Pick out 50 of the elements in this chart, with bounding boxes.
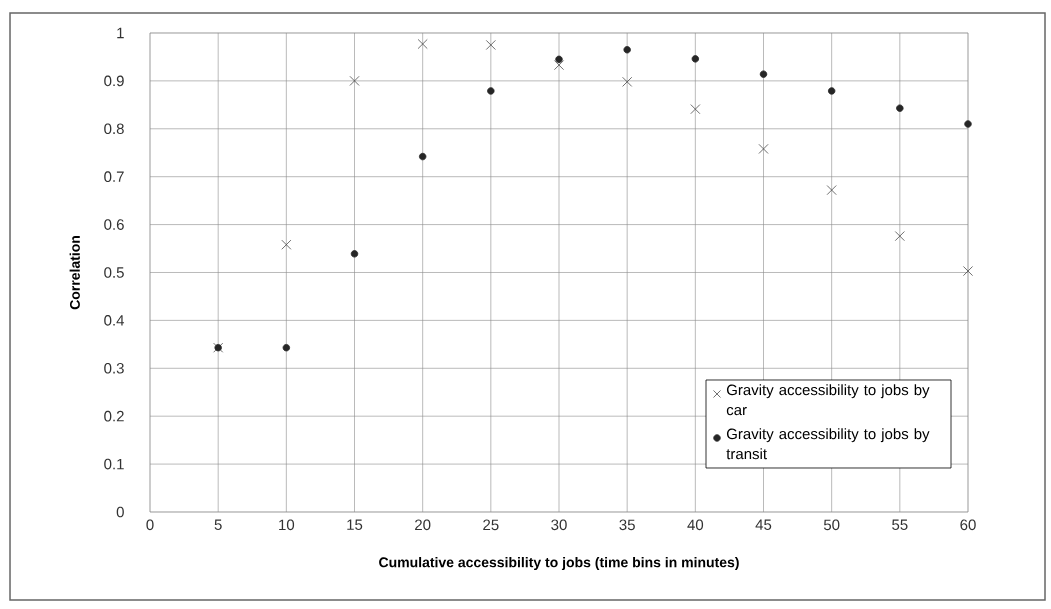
point	[963, 266, 973, 277]
x-tick-label: 50	[823, 519, 840, 531]
y-tick-label: 0.5	[104, 267, 124, 278]
point	[487, 87, 495, 95]
x-tick-label: 25	[483, 519, 499, 531]
x-tick-label: 45	[755, 519, 772, 530]
point	[349, 75, 360, 86]
legend-label: Gravity accessibility to jobs by transit	[726, 428, 930, 460]
x-tick-label: 15	[347, 519, 363, 530]
point	[417, 39, 428, 49]
y-tick-label: 1	[117, 27, 124, 39]
y-tick-label: 0.1	[104, 458, 124, 470]
point	[826, 185, 837, 196]
x-axis-title: Cumulative accessibility to jobs (time bins in minutes)	[379, 557, 739, 571]
x-tick-label: 5	[214, 519, 222, 530]
y-tick-label: 0.8	[104, 123, 124, 135]
point	[281, 239, 292, 250]
point	[555, 55, 563, 64]
y-tick-label: 0.9	[104, 75, 124, 87]
point	[350, 250, 359, 258]
y-axis-title: Correlation	[69, 236, 80, 310]
x-tick-label: 30	[551, 519, 567, 531]
point	[896, 104, 904, 112]
point	[554, 60, 564, 71]
point	[282, 343, 291, 352]
point	[622, 76, 633, 87]
point	[758, 143, 769, 154]
x-tick-label: 20	[415, 519, 431, 531]
point	[485, 39, 496, 50]
y-tick-label: 0.4	[104, 315, 125, 326]
x-tick-label: 0	[146, 519, 154, 531]
point	[623, 46, 631, 54]
x-tick-label: 10	[279, 519, 295, 531]
point	[827, 87, 836, 95]
y-tick-label: 0.7	[104, 171, 124, 182]
y-tick-label: 0	[116, 506, 124, 518]
point	[691, 55, 700, 63]
x-tick-label: 35	[619, 519, 635, 531]
x-tick-label: 55	[892, 519, 908, 530]
point	[759, 70, 768, 78]
point	[690, 104, 701, 115]
y-tick-label: 0.6	[104, 219, 124, 230]
point	[418, 152, 427, 161]
x-tick-label: 60	[960, 519, 976, 531]
point	[894, 231, 905, 242]
x-tick-label: 40	[687, 519, 704, 531]
y-tick-label: 0.2	[104, 410, 124, 422]
legend-label: Gravity accessibility to jobs by car	[726, 384, 930, 416]
point	[964, 120, 972, 128]
y-tick-label: 0.3	[104, 362, 124, 374]
